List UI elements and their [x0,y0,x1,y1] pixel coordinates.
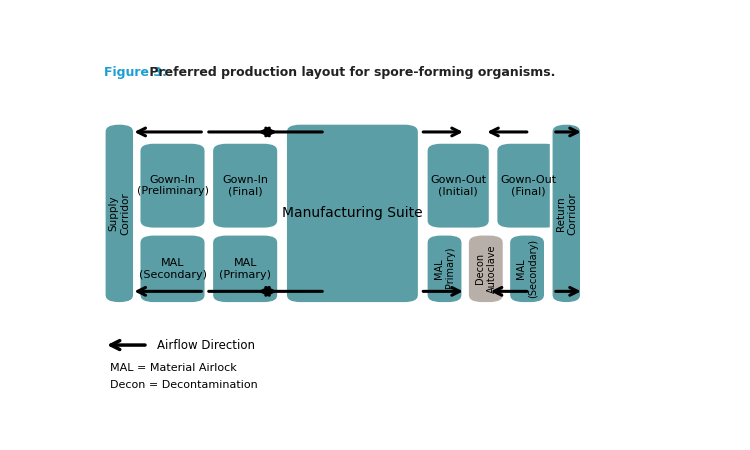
FancyBboxPatch shape [496,142,560,229]
Text: Manufacturing Suite: Manufacturing Suite [282,207,423,220]
Text: Figure 3:: Figure 3: [104,66,167,79]
FancyBboxPatch shape [104,123,134,303]
Text: Gown-Out
(Initial): Gown-Out (Initial) [430,175,486,197]
Text: Decon = Decontamination: Decon = Decontamination [110,380,258,390]
FancyBboxPatch shape [139,142,206,229]
Text: Decon
Autoclave: Decon Autoclave [475,245,496,293]
Text: MAL
(Secondary): MAL (Secondary) [516,239,538,298]
FancyBboxPatch shape [426,142,490,229]
FancyBboxPatch shape [467,234,504,303]
Text: Gown-In
(Final): Gown-In (Final) [222,175,268,197]
Text: Return
Corridor: Return Corridor [556,192,577,235]
FancyBboxPatch shape [286,123,419,303]
FancyBboxPatch shape [509,234,545,303]
Text: Gown-In
(Preliminary): Gown-In (Preliminary) [136,175,209,197]
Text: Preferred production layout for spore-forming organisms.: Preferred production layout for spore-fo… [145,66,555,79]
FancyBboxPatch shape [551,123,581,303]
FancyBboxPatch shape [211,142,278,229]
FancyBboxPatch shape [211,234,278,303]
Text: MAL
(Primary): MAL (Primary) [433,246,455,292]
Text: MAL
(Secondary): MAL (Secondary) [139,258,206,279]
Text: Gown-Out
(Final): Gown-Out (Final) [500,175,556,197]
Text: Airflow Direction: Airflow Direction [157,338,254,351]
FancyBboxPatch shape [426,234,463,303]
Text: Supply
Corridor: Supply Corridor [109,192,130,235]
Text: MAL = Material Airlock: MAL = Material Airlock [110,363,237,373]
FancyBboxPatch shape [139,234,206,303]
Text: MAL
(Primary): MAL (Primary) [219,258,272,279]
